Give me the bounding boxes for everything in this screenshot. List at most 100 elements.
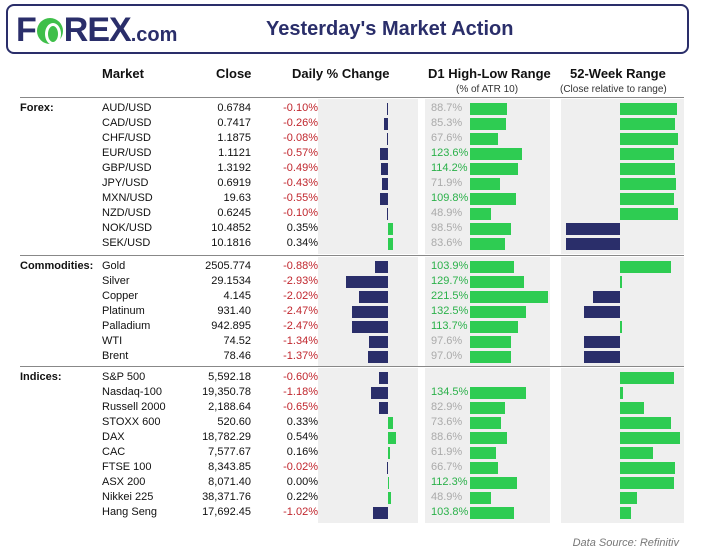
daily-change-value: -0.10% [283,102,318,114]
week52-range-bar [620,118,676,130]
col-header-daily-change: Daily % Change [292,66,390,81]
daily-change-value: -0.65% [283,401,318,413]
atr-percent-value: 132.5% [431,305,469,317]
atr-percent-value: 103.9% [431,260,469,272]
atr-range-bar [470,276,525,288]
daily-change-bar [352,306,388,318]
daily-change-value: 0.35% [286,222,318,234]
table-row: Nikkei 225 38,371.76 0.22% 48.9% [0,490,701,505]
close-value: 931.40 [217,305,251,317]
week52-range-bar [584,306,620,318]
atr-range-bar [470,193,517,205]
week52-range-bar [620,372,674,384]
daily-change-value: 0.54% [286,431,318,443]
logo-letter-f: F [16,11,37,49]
close-value: 29.1534 [211,275,251,287]
close-value: 8,343.85 [208,461,251,473]
atr-percent-value: 103.8% [431,506,469,518]
group-label: Forex: [20,102,54,114]
table-row: FTSE 100 8,343.85 -0.02% 66.7% [0,460,701,475]
col-subheader-atr: (% of ATR 10) [456,84,519,95]
table-row: MXN/USD 19.63 -0.55% 109.8% [0,191,701,206]
daily-change-bar [388,477,389,489]
table-row: SEK/USD 10.1816 0.34% 83.6% [0,236,701,251]
daily-change-bar [380,163,388,175]
table-row: DAX 18,782.29 0.54% 88.6% [0,430,701,445]
atr-percent-value: 67.6% [431,132,463,144]
atr-range-bar [470,118,506,130]
col-header-market: Market [102,66,144,81]
table-row: Hang Seng 17,692.45 -1.02% 103.8% [0,505,701,520]
market-name: Brent [102,350,129,362]
atr-range-bar [470,223,512,235]
atr-percent-value: 109.8% [431,192,469,204]
market-name: Platinum [102,305,145,317]
col-header-52week: 52-Week Range [570,66,666,81]
table-row: CAC 7,577.67 0.16% 61.9% [0,445,701,460]
table-row: Gold 2505.774 -0.88% 103.9% [0,259,701,274]
week52-range-bar [620,208,678,220]
atr-range-bar [470,447,496,459]
week52-range-bar [593,291,620,303]
group-label: Indices: [20,371,62,383]
table-row: STOXX 600 520.60 0.33% 73.6% [0,415,701,430]
market-name: EUR/USD [102,147,152,159]
market-name: Copper [102,290,139,302]
close-value: 19,350.78 [202,386,251,398]
daily-change-value: -0.08% [283,132,318,144]
daily-change-bar [388,417,393,429]
daily-change-bar [358,291,388,303]
market-name: CAC [102,446,126,458]
daily-change-value: -0.57% [283,147,318,159]
daily-change-bar [368,336,388,348]
atr-percent-value: 134.5% [431,386,469,398]
daily-change-bar [388,223,394,235]
atr-range-bar [470,336,511,348]
week52-range-bar [620,447,653,459]
week52-range-bar [620,178,676,190]
table-row: EUR/USD 1.1121 -0.57% 123.6% [0,146,701,161]
atr-range-bar [470,208,491,220]
close-value: 17,692.45 [202,506,251,518]
close-value: 1.1121 [218,147,251,159]
atr-range-bar [470,387,527,399]
market-name: Gold [102,260,126,272]
week52-range-bar [620,261,671,273]
market-name: CAD/USD [102,117,152,129]
atr-percent-value: 98.5% [431,222,463,234]
atr-percent-value: 48.9% [431,491,463,503]
group-separator [20,366,684,367]
atr-range-bar [470,148,522,160]
atr-percent-value: 114.2% [431,162,468,174]
atr-percent-value: 129.7% [431,275,469,287]
daily-change-bar [381,178,388,190]
daily-change-value: -0.60% [283,371,318,383]
week52-range-bar [620,133,679,145]
daily-change-bar [386,103,388,115]
atr-range-bar [470,291,548,303]
atr-range-bar [470,133,499,145]
logo-o-icon [36,18,63,45]
atr-range-bar [470,462,498,474]
week52-range-bar [620,417,671,429]
daily-change-value: -2.02% [283,290,318,302]
atr-range-bar [470,178,501,190]
market-name: FTSE 100 [102,461,152,473]
daily-change-bar [379,148,388,160]
week52-range-bar [620,402,644,414]
close-value: 0.7417 [217,117,251,129]
atr-percent-value: 97.6% [431,335,463,347]
page-title: Yesterday's Market Action [266,18,514,40]
daily-change-value: 0.00% [286,476,318,488]
daily-change-value: -0.88% [283,260,318,272]
market-name: Hang Seng [102,506,158,518]
close-value: 10.4852 [211,222,251,234]
col-header-d1-range: D1 High-Low Range [428,66,551,81]
market-name: Palladium [102,320,151,332]
logo-domain: .com [130,24,178,46]
atr-percent-value: 85.3% [431,117,463,129]
atr-range-bar [470,477,518,489]
atr-percent-value: 112.3% [431,476,468,488]
table-row: Brent 78.46 -1.37% 97.0% [0,349,701,364]
daily-change-value: -2.47% [283,305,318,317]
